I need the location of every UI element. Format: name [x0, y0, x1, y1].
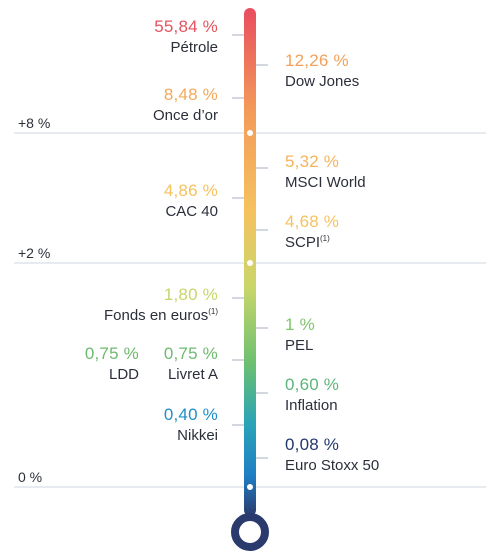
- entry-name-label: Livret A: [167, 366, 218, 383]
- entry-name-label: Euro Stoxx 50: [285, 457, 380, 474]
- entry-value-label: 0,08 %: [285, 435, 340, 454]
- entry-value-label: 55,84 %: [154, 17, 218, 36]
- entry-name-label: Inflation: [285, 397, 338, 414]
- chart-entry: 0,60 % Inflation: [285, 376, 339, 413]
- entry-name-label: LDD: [108, 366, 139, 383]
- entry-value-label: 1 %: [285, 315, 315, 334]
- scale-label: +2 %: [18, 245, 51, 261]
- entry-value-label: 1,80 %: [163, 285, 218, 304]
- entry-value-label: 4,68 %: [285, 212, 340, 231]
- chart-entry: 4,86 % CAC 40: [164, 182, 218, 219]
- entry-name-label: Nikkei: [177, 427, 218, 444]
- scale-label: +8 %: [18, 115, 51, 131]
- entry-value-label: 0,60 %: [285, 375, 340, 394]
- entry-name-label: MSCI World: [285, 174, 366, 191]
- chart-entry: 55,84 % Pétrole: [154, 18, 218, 55]
- entry-name-label: PEL: [285, 337, 314, 354]
- scale-label: 0 %: [18, 469, 43, 485]
- footnote-marker: (1): [320, 234, 330, 243]
- entry-value-label: 12,26 %: [285, 51, 349, 70]
- chart-entry: 1,80 % Fonds en euros(1): [104, 286, 218, 323]
- entry-name-label: SCPI(1): [285, 234, 330, 251]
- scale-dot: [247, 260, 253, 266]
- entry-value-label: 0,75 %: [84, 344, 139, 363]
- scale-dot: [247, 484, 253, 490]
- entry-name-label: Pétrole: [170, 39, 218, 56]
- entry-name-label: Fonds en euros(1): [103, 307, 218, 324]
- chart-entry: 1 % PEL: [285, 316, 315, 353]
- entry-value-label: 4,86 %: [163, 181, 218, 200]
- chart-entry: 0,75 % Livret A: [164, 345, 218, 382]
- chart-entry: 12,26 % Dow Jones: [285, 52, 359, 89]
- thermometer-bulb: [231, 513, 269, 551]
- footnote-marker: (1): [208, 307, 218, 316]
- entry-value-label: 5,32 %: [285, 152, 340, 171]
- scale-dot: [247, 130, 253, 136]
- entry-name-label: Once d’or: [152, 107, 218, 124]
- entry-value-label: 8,48 %: [163, 85, 218, 104]
- chart-entry: 0,08 % Euro Stoxx 50: [285, 436, 379, 473]
- chart-entry: 4,68 % SCPI(1): [285, 213, 339, 250]
- chart-entry: 0,40 % Nikkei: [164, 406, 218, 443]
- entry-value-label: 0,40 %: [163, 405, 218, 424]
- entry-name-label: Dow Jones: [285, 73, 360, 90]
- entry-name-label: CAC 40: [165, 203, 218, 220]
- chart-entry: 0,75 % LDD: [85, 345, 139, 382]
- chart-entry: 5,32 % MSCI World: [285, 153, 366, 190]
- chart-entry: 8,48 % Once d’or: [153, 86, 218, 123]
- entry-value-label: 0,75 %: [163, 344, 218, 363]
